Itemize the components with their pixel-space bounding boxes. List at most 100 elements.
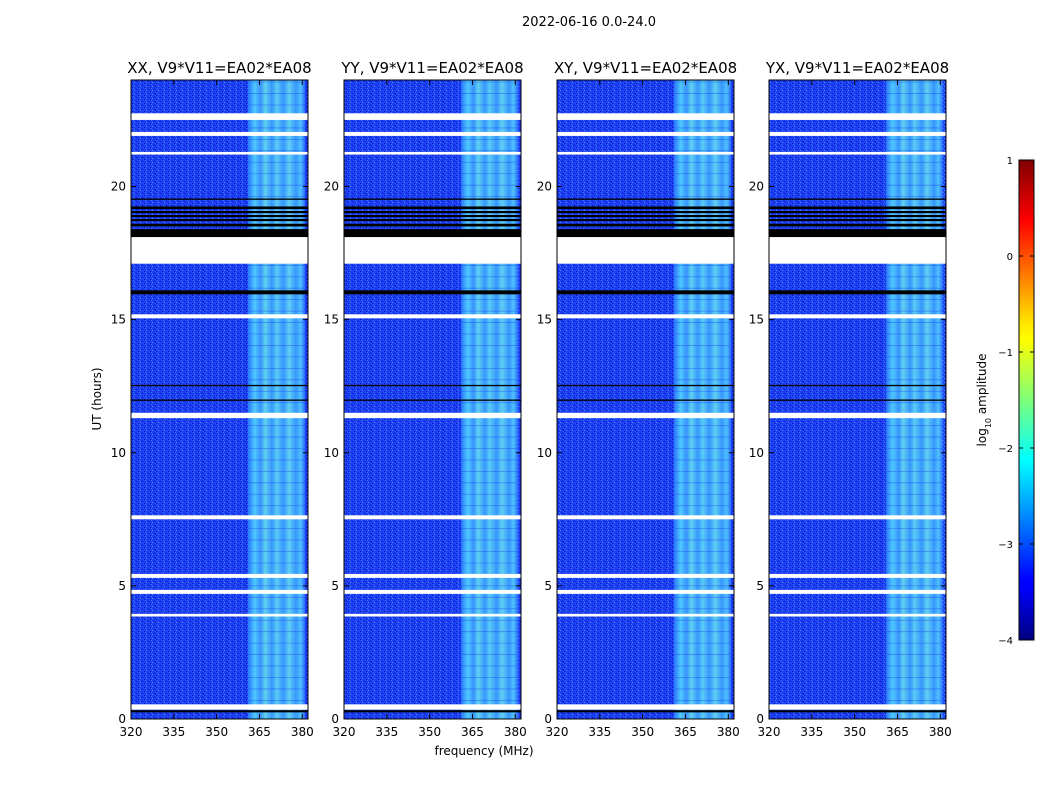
blanked-row — [344, 151, 521, 155]
flagged-row — [557, 198, 734, 200]
blanked-row — [344, 412, 521, 419]
panels-layer: XX, V9*V11=EA02*EA08 320 335 350 365 380 0 5 10 1… — [111, 59, 952, 739]
x-tick-label: 320 — [120, 725, 143, 739]
x-tick-label: 320 — [546, 725, 569, 739]
flagged-row — [131, 210, 308, 214]
y-tick-label: 15 — [324, 313, 339, 327]
blanked-row — [344, 573, 521, 578]
flagged-row — [344, 206, 521, 210]
flagged-row — [131, 218, 308, 222]
colorbar-tick-label: 1 — [1007, 156, 1013, 167]
blanked-row — [769, 151, 946, 155]
figure-suptitle: 2022-06-16 0.0-24.0 — [522, 15, 656, 30]
x-tick-label: 365 — [674, 725, 697, 739]
colorbar-gradient — [1018, 159, 1035, 641]
x-tick-label: 380 — [929, 725, 952, 739]
x-axis-label: frequency (MHz) — [434, 744, 533, 758]
flagged-row — [769, 290, 946, 295]
x-tick-label: 365 — [886, 725, 909, 739]
blanked-row — [131, 412, 308, 419]
blanked-row — [769, 589, 946, 594]
blanked-row — [769, 131, 946, 136]
flagged-row — [131, 290, 308, 295]
x-tick-label: 365 — [461, 725, 484, 739]
y-tick-label: 10 — [749, 446, 764, 460]
flagged-row — [344, 218, 521, 222]
flagged-row — [131, 198, 308, 200]
flagged-row — [131, 384, 308, 387]
colorbar-tick-label: −4 — [998, 636, 1013, 647]
x-tick-label: 380 — [291, 725, 314, 739]
flagged-row — [344, 229, 521, 238]
x-tick-label: 350 — [418, 725, 441, 739]
blanked-row — [131, 515, 308, 520]
flagged-row — [769, 210, 946, 214]
blanked-row — [557, 589, 734, 594]
y-tick-label: 5 — [756, 579, 764, 593]
flagged-row — [769, 710, 946, 713]
colorbar-label-log: log — [975, 428, 989, 446]
blanked-row — [344, 589, 521, 594]
flagged-row — [131, 206, 308, 210]
y-tick-label: 20 — [749, 180, 764, 194]
colorbar: −4 −3 −2 −1 0 1 log10 amplitude — [975, 156, 1035, 647]
y-tick-label: 5 — [118, 579, 126, 593]
panel-2: YY, V9*V11=EA02*EA08 320 335 350 365 380 0 5 10 1… — [324, 59, 527, 739]
y-tick-label: 20 — [537, 180, 552, 194]
blanked-row — [557, 237, 734, 264]
blanked-row — [557, 113, 734, 120]
flagged-row — [344, 210, 521, 214]
panel-frame — [556, 79, 735, 720]
x-tick-label: 350 — [843, 725, 866, 739]
blanked-row — [131, 237, 308, 264]
flagged-row — [344, 384, 521, 387]
flagged-row — [557, 384, 734, 387]
flagged-row — [769, 206, 946, 210]
blanked-row — [557, 151, 734, 155]
blanked-row — [557, 314, 734, 319]
colorbar-tick-label: 0 — [1007, 252, 1013, 263]
blanked-row — [557, 412, 734, 419]
flagged-row — [769, 214, 946, 218]
flagged-row — [344, 214, 521, 218]
blanked-row — [557, 573, 734, 578]
flagged-row — [131, 710, 308, 713]
panel-frame — [343, 79, 522, 720]
flagged-row — [131, 214, 308, 218]
y-tick-label: 5 — [544, 579, 552, 593]
panel-title: XY, V9*V11=EA02*EA08 — [554, 59, 737, 77]
flagged-row — [344, 399, 521, 401]
y-tick-label: 0 — [118, 712, 126, 726]
colorbar-tick-label: −3 — [998, 540, 1013, 551]
colorbar-ticks: −4 −3 −2 −1 0 1 — [998, 156, 1034, 647]
y-tick-label: 0 — [544, 712, 552, 726]
x-tick-label: 350 — [631, 725, 654, 739]
x-tick-label: 380 — [504, 725, 527, 739]
flagged-row — [131, 229, 308, 238]
blanked-row — [131, 113, 308, 120]
x-tick-label: 335 — [800, 725, 823, 739]
blanked-row — [769, 113, 946, 120]
panel-1: XX, V9*V11=EA02*EA08 320 335 350 365 380 0 5 10 1… — [111, 59, 314, 739]
blanked-row — [344, 515, 521, 520]
blanked-row — [131, 704, 308, 710]
blanked-row — [557, 131, 734, 136]
blanked-row — [344, 314, 521, 319]
y-tick-label: 0 — [331, 712, 339, 726]
blanked-row — [344, 704, 521, 710]
flagged-row — [769, 218, 946, 222]
blanked-row — [131, 131, 308, 136]
flagged-row — [557, 210, 734, 214]
flagged-row — [769, 223, 946, 227]
flagged-row — [131, 399, 308, 401]
flagged-row — [769, 384, 946, 387]
y-tick-label: 5 — [331, 579, 339, 593]
x-tick-label: 335 — [162, 725, 185, 739]
x-tick-label: 335 — [588, 725, 611, 739]
panel-frame — [130, 79, 309, 720]
blanked-row — [557, 613, 734, 617]
blanked-row — [344, 613, 521, 617]
panel-4: YX, V9*V11=EA02*EA08 320 335 350 365 380 0 5 10 1… — [749, 59, 952, 739]
